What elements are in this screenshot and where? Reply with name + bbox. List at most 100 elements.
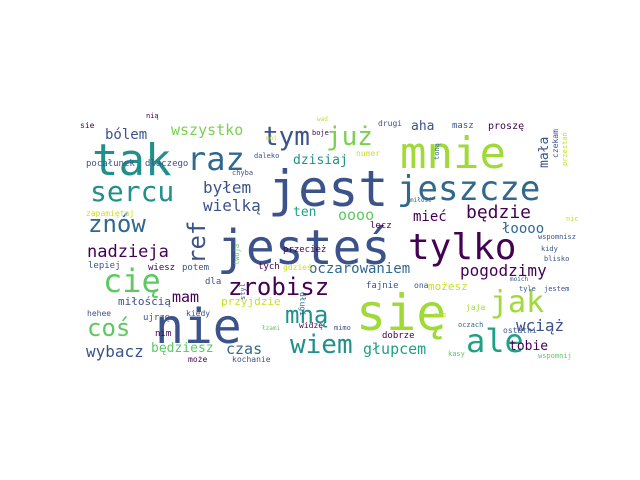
word-tym: tym (263, 122, 310, 152)
word-dla: dla (205, 277, 222, 287)
word-numer: numer (356, 149, 381, 158)
word-ale: ale (466, 322, 524, 360)
word-bolem: bólem (105, 127, 148, 143)
word-mam: mam (172, 288, 200, 306)
word-przyjdzie: przyjdzie (221, 295, 281, 308)
word-wiem: wiem (290, 330, 353, 360)
word-nas: nas (434, 311, 447, 319)
word-ujrze: ujrzę (143, 313, 171, 323)
word-mala: mała (537, 136, 552, 168)
word-juz: już (326, 122, 373, 152)
word-jeszcze: jeszcze (397, 169, 541, 209)
word-oczarowaniem: oczarowaniem (309, 261, 411, 277)
word-nie: nie (155, 299, 242, 355)
word-aha: aha (411, 119, 435, 134)
word-nia: nią (146, 112, 159, 120)
word-wspomnisz: wspomnisz (538, 233, 576, 241)
word-wspomnij: wspomnij (538, 352, 572, 360)
word-bedzie: będzie (466, 202, 532, 223)
word-dzisiaj: dzisiaj (293, 153, 348, 168)
word-loooo: łoooo (502, 221, 545, 237)
word-prosze: proszę (488, 121, 525, 132)
word-kiedy: kiedy (186, 309, 211, 318)
word-jest: jest (268, 160, 389, 218)
word-tobie: tobie (509, 339, 549, 354)
word-tylko: tylko (408, 227, 517, 268)
word-moich: moich (510, 276, 529, 283)
word-wiesz: wiesz (148, 263, 176, 273)
word-wad: wad (317, 116, 328, 123)
word-fajnie: fajnie (366, 281, 399, 291)
word-potem: potem (182, 263, 210, 273)
word-dobrze: dobrze (382, 331, 415, 341)
word-bylem: byłem (203, 178, 252, 197)
word-mozesz: możesz (428, 280, 468, 293)
word-mnie: mnie (400, 128, 506, 179)
word-sercu: sercu (90, 175, 175, 208)
word-lecz: lecz (370, 221, 392, 231)
word-daleko: daleko (254, 152, 280, 160)
word-pocalunek: pocałunek (86, 159, 135, 169)
word-bedziesz: będziesz (151, 341, 214, 356)
word-moj: mój (266, 135, 277, 142)
word-jaja: jaja (466, 303, 486, 312)
word-kidy: kidy (541, 245, 558, 253)
word-ten: ten (293, 205, 317, 220)
word-gdzies: gdzieś (283, 263, 312, 272)
word-masz: masz (452, 121, 474, 131)
word-oooo: oooo (338, 206, 375, 224)
word-drugi: drugi (378, 119, 403, 128)
word-styl: styl (239, 283, 247, 300)
word-ostatni: ostatni (503, 326, 537, 335)
word-dlaczego: dlaczego (145, 159, 189, 169)
word-kochanie: kochanie (232, 355, 271, 364)
word-nadzieja: nadzieja (87, 242, 169, 262)
word-nic: nic (566, 215, 579, 223)
word-wszystko: wszystko (171, 121, 244, 139)
word-lepiej: lepiej (88, 261, 121, 271)
word-ona: ona (414, 281, 429, 290)
word-czekam: czekam (551, 129, 560, 158)
word-pogodzimy: pogodzimy (460, 261, 547, 280)
word-chyba: chyba (232, 169, 254, 177)
word-lzami: łzami (262, 325, 281, 332)
word-przestan: przestań (561, 132, 569, 166)
word-glupcem: głupcem (363, 340, 427, 358)
word-blisko: blisko (544, 255, 570, 263)
word-czas: czas (226, 340, 263, 358)
word-wielka: wielką (203, 196, 261, 215)
word-ref: ref (183, 220, 211, 264)
word-milosc: miłość (410, 197, 432, 204)
word-tyle: tyle (519, 285, 536, 293)
word-widze: widzę (299, 321, 324, 330)
word-hehee: hehee (87, 309, 112, 318)
word-znow: znów (88, 210, 146, 238)
word-jak: jak (490, 285, 545, 320)
word-zapamietaj: zapamiętaj (86, 209, 135, 218)
word-jestes: jesteś (217, 220, 391, 276)
word-oczach: oczach (458, 321, 484, 329)
word-mna: mną (285, 301, 329, 329)
word-jestem: jestem (544, 285, 570, 293)
word-twoja: twoja (233, 243, 241, 265)
word-przeciez: przecież (283, 245, 327, 255)
word-wybacz: wybacz (86, 342, 144, 361)
word-tych: tych (258, 262, 280, 272)
word-wciaz: wciąż (516, 316, 565, 335)
word-raz: raz (187, 140, 245, 178)
word-moze: może (188, 355, 208, 364)
word-miec: mieć (413, 209, 447, 225)
word-kasy: kasy (448, 350, 465, 358)
word-dlugi: długi (298, 291, 308, 317)
word-zrobisz: zrobisz (228, 273, 330, 301)
word-boje: boje (312, 129, 329, 137)
word-cos: coś (87, 314, 131, 342)
word-sie-big: się (356, 284, 447, 342)
word-tak: tak (92, 135, 172, 186)
word-miloscia: miłością (118, 295, 171, 308)
word-tona: toną (433, 143, 441, 160)
word-nim: nim (155, 329, 172, 339)
word-sie-small: sie (80, 121, 95, 130)
word-mimo: mimo (334, 324, 351, 332)
